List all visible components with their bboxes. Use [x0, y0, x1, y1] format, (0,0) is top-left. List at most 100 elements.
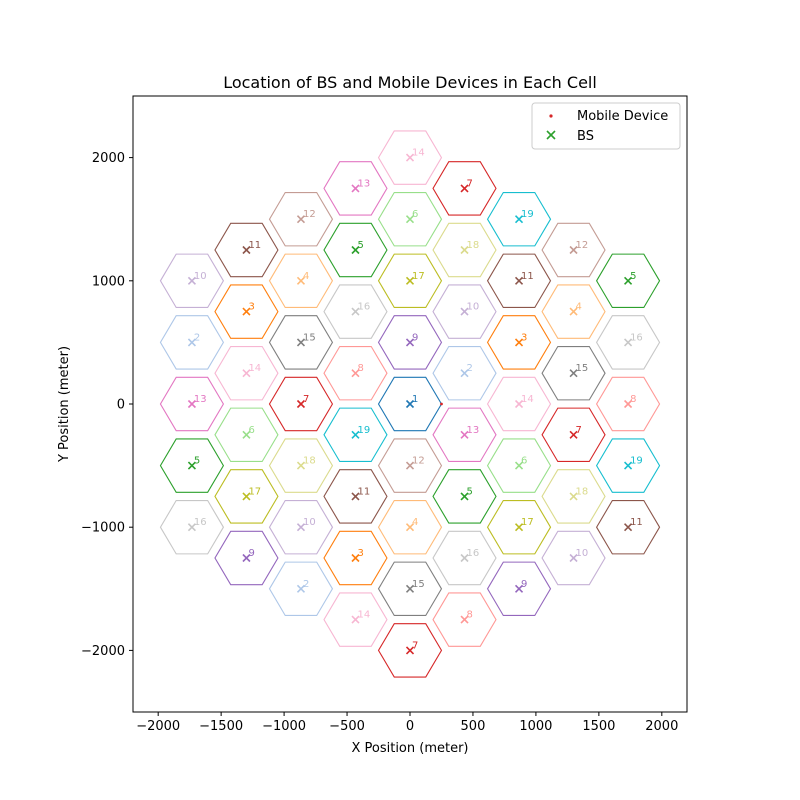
bs-marker: [296, 584, 306, 593]
cell-label: 16: [630, 332, 643, 343]
bs-marker: [296, 399, 306, 409]
cell-label: 12: [412, 456, 425, 467]
bs-marker: [405, 215, 415, 224]
hex-cell-19: [486, 191, 552, 247]
hex-cell-7: [541, 407, 606, 463]
bs-marker: [351, 615, 360, 624]
x-tick-label: 1500: [582, 719, 615, 734]
hex-cell-2: [432, 345, 497, 401]
cell-label: 3: [248, 302, 254, 313]
cell-label: 6: [521, 456, 527, 467]
bs-marker: [187, 399, 196, 409]
hex-cell-16: [159, 499, 225, 555]
cell-label: 5: [357, 240, 363, 251]
hex-cell-10: [268, 499, 334, 555]
hex-cell-12: [377, 438, 443, 493]
hex-cell-2: [268, 561, 334, 617]
hex-cell-3: [486, 315, 552, 370]
bs-marker: [296, 215, 306, 224]
bs-marker: [460, 307, 469, 316]
cell-label: 8: [357, 363, 363, 374]
bs-marker: [405, 646, 415, 655]
y-axis-ticks: −2000 −1000 0 1000 2000: [81, 151, 133, 659]
hex-cell-16: [323, 284, 388, 339]
cell-label: 2: [303, 579, 309, 590]
hex-cell-6: [377, 191, 443, 247]
x-tick-label: −1500: [199, 719, 243, 734]
y-tick-label: 2000: [92, 151, 125, 166]
hex-cell-7: [268, 376, 334, 432]
bs-marker: [296, 276, 306, 285]
bs-marker: [514, 523, 524, 532]
hex-cell-10: [432, 284, 497, 339]
hex-cell-18: [432, 222, 497, 278]
cell-label: 7: [467, 178, 473, 189]
hex-cell-10: [159, 253, 225, 309]
hex-cell-14: [214, 345, 279, 401]
hex-cell-9: [486, 561, 552, 617]
cell-label: 4: [412, 517, 418, 528]
y-tick-label: −1000: [81, 521, 125, 536]
hex-cell-15: [268, 315, 334, 370]
cell-label: 19: [357, 425, 370, 436]
bs-marker: [296, 338, 306, 347]
bs-marker: [460, 430, 469, 439]
cell-label: 10: [467, 302, 480, 313]
cell-label: 2: [194, 332, 200, 343]
mobile-device-point: [440, 402, 443, 406]
bs-marker: [242, 430, 251, 439]
bs-marker: [296, 461, 306, 470]
cell-label: 14: [521, 394, 534, 405]
cell-label: 9: [521, 579, 527, 590]
cell-label: 7: [303, 394, 309, 405]
y-tick-label: 1000: [92, 274, 125, 289]
hex-cell-15: [377, 561, 443, 617]
cell-label: 12: [576, 240, 589, 251]
hex-cell-14: [323, 592, 388, 647]
hex-cell-8: [595, 376, 661, 432]
chart-title: Location of BS and Mobile Devices in Eac…: [223, 73, 597, 92]
hex-cell-5: [159, 438, 225, 493]
bs-marker: [514, 461, 524, 470]
hex-cell-17: [377, 253, 443, 309]
hex-cell-11: [214, 222, 279, 278]
legend-box: [531, 102, 681, 150]
hex-cell-9: [377, 315, 443, 370]
legend-mobile-device-label: Mobile Device: [577, 109, 668, 124]
bs-marker: [514, 276, 524, 285]
cell-label: 16: [194, 517, 207, 528]
hex-cell-19: [595, 438, 661, 493]
bs-marker: [624, 461, 633, 470]
bs-marker: [460, 245, 469, 255]
hex-cell-4: [377, 499, 443, 555]
bs-marker: [569, 430, 578, 439]
hex-cell-8: [323, 345, 388, 401]
bs-marker: [569, 553, 578, 563]
x-tick-label: 0: [406, 719, 414, 734]
cell-label: 9: [248, 548, 254, 559]
hex-cell-15: [541, 345, 606, 401]
hex-cell-13: [159, 376, 225, 432]
bs-marker: [460, 553, 469, 563]
cell-label: 15: [303, 332, 316, 343]
bs-marker: [514, 215, 524, 224]
x-tick-label: 2000: [645, 719, 678, 734]
cell-label: 4: [576, 302, 582, 313]
legend-bs-label: BS: [577, 129, 594, 144]
x-tick-label: −1000: [262, 719, 306, 734]
hex-cell-4: [268, 253, 334, 309]
bs-marker: [242, 492, 251, 501]
cell-label: 19: [521, 209, 534, 220]
bs-marker: [624, 523, 633, 532]
bs-marker: [242, 369, 251, 378]
bs-marker: [460, 492, 469, 501]
hex-cell-5: [323, 222, 388, 278]
hex-cell-11: [486, 253, 552, 309]
hex-cell-16: [432, 530, 497, 586]
cell-label: 3: [521, 332, 527, 343]
cell-label: 11: [357, 486, 370, 497]
cell-label: 4: [303, 271, 309, 282]
legend-mobile-device-marker: [549, 114, 553, 118]
bs-marker: [351, 553, 360, 563]
